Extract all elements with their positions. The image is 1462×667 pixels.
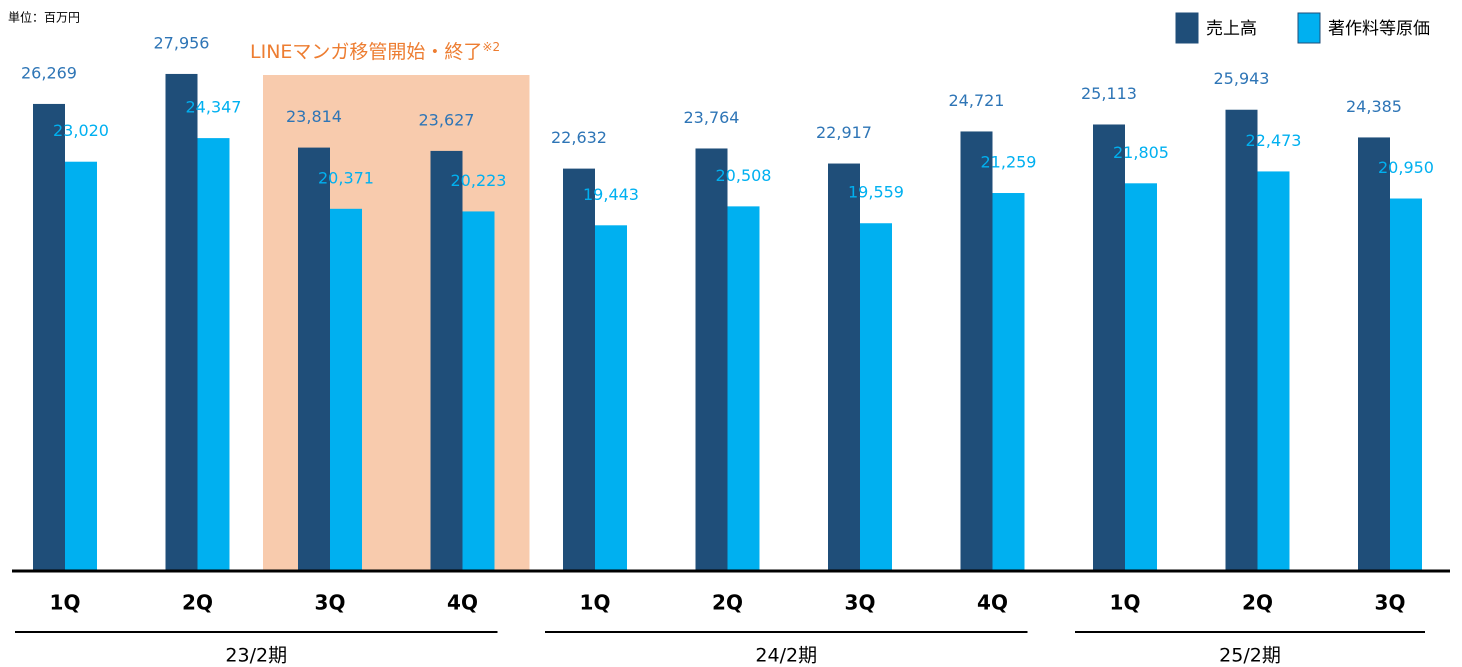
x-tick-label: 3Q (845, 591, 876, 615)
x-tick-label: 1Q (580, 591, 611, 615)
bar (828, 163, 860, 571)
bar (65, 161, 97, 571)
legend-swatch (1297, 12, 1321, 44)
bar (992, 193, 1025, 571)
x-tick-label: 1Q (50, 591, 81, 615)
value-label: 23,764 (684, 108, 740, 127)
value-label: 20,223 (451, 171, 507, 190)
group-label: 24/2期 (755, 645, 817, 667)
value-label: 20,371 (318, 168, 374, 187)
x-tick-label: 2Q (1242, 591, 1273, 615)
bar (33, 103, 65, 571)
value-label: 19,559 (848, 183, 904, 202)
bar (165, 73, 198, 571)
bar (298, 147, 330, 571)
bar (197, 138, 230, 571)
bar (462, 211, 495, 571)
value-label: 24,347 (186, 98, 242, 117)
bar (960, 131, 993, 571)
group-label: 23/2期 (225, 645, 287, 667)
value-label: 21,259 (981, 153, 1037, 172)
legend-label: 著作料等原価 (1328, 19, 1430, 39)
value-label: 25,113 (1081, 84, 1137, 103)
value-label: 20,950 (1378, 158, 1434, 177)
bar (430, 150, 463, 572)
x-tick-label: 1Q (1110, 591, 1141, 615)
x-tick-label: 2Q (182, 591, 213, 615)
unit-label: 単位：百万円 (8, 10, 80, 25)
bar (860, 223, 892, 572)
bar (595, 225, 627, 571)
bar (727, 206, 760, 571)
bar (1390, 198, 1422, 571)
group-label: 25/2期 (1219, 645, 1281, 667)
value-label: 24,721 (949, 91, 1005, 110)
value-label: 22,917 (816, 123, 872, 142)
value-label: 22,473 (1246, 131, 1302, 150)
annotation: LINEマンガ移管開始・終了※2 (250, 40, 500, 63)
value-label: 21,805 (1113, 143, 1169, 162)
x-tick-label: 2Q (712, 591, 743, 615)
x-tick-label: 4Q (977, 591, 1008, 615)
value-label: 23,627 (419, 110, 475, 129)
bar (563, 168, 595, 572)
legend-label: 売上高 (1206, 19, 1257, 39)
value-label: 20,508 (716, 166, 772, 185)
x-tick-label: 3Q (315, 591, 346, 615)
bar (695, 148, 728, 571)
bar (1125, 183, 1157, 571)
annotation-text: LINEマンガ移管開始・終了 (250, 41, 482, 63)
value-label: 19,443 (583, 185, 639, 204)
value-label: 26,269 (21, 63, 77, 82)
legend-swatch (1175, 12, 1199, 44)
bar (1257, 171, 1290, 571)
bar (1225, 109, 1258, 571)
x-tick-label: 4Q (447, 591, 478, 615)
value-label: 22,632 (551, 128, 607, 147)
bar (330, 208, 362, 571)
value-label: 24,385 (1346, 97, 1402, 116)
bar (1358, 137, 1390, 571)
x-tick-label: 3Q (1375, 591, 1406, 615)
bar (1093, 124, 1125, 572)
value-label: 23,020 (53, 121, 109, 140)
annotation-note: ※2 (482, 40, 500, 54)
value-label: 25,943 (1214, 69, 1270, 88)
value-label: 27,956 (154, 33, 210, 52)
value-label: 23,814 (286, 107, 342, 126)
